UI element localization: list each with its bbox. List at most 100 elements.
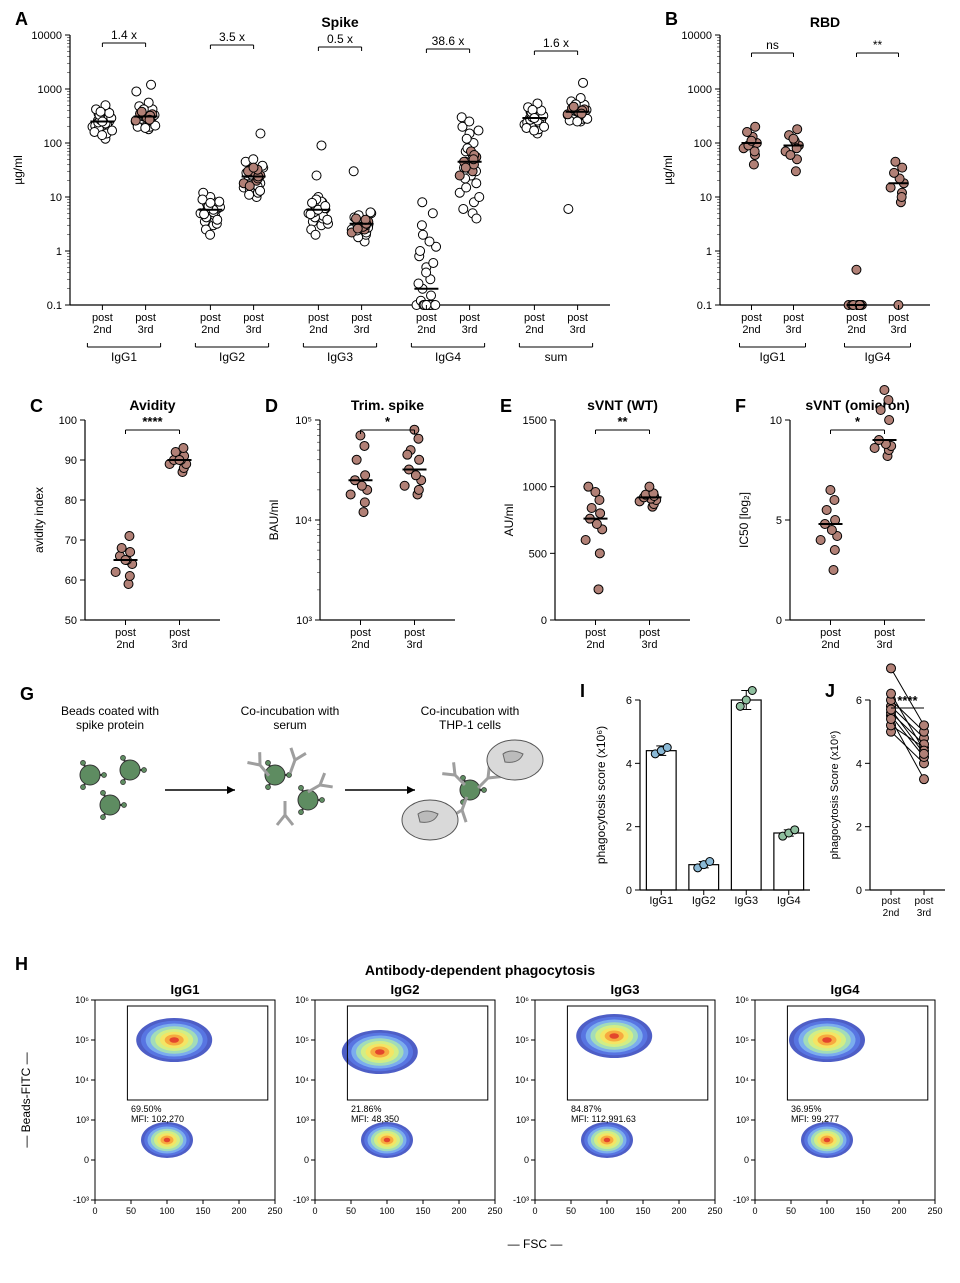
- svg-text:3rd: 3rd: [462, 324, 478, 336]
- svg-text:2nd: 2nd: [525, 324, 543, 336]
- svg-text:****: ****: [142, 414, 163, 429]
- svg-text:4: 4: [626, 758, 632, 770]
- svg-text:post: post: [459, 312, 480, 324]
- figure-svg: ASpike0.1110100100010000µg/ml1.4 xpost2n…: [0, 0, 960, 1280]
- svg-text:-10³: -10³: [293, 1195, 309, 1205]
- svg-text:500: 500: [529, 548, 547, 560]
- svg-text:1500: 1500: [523, 415, 547, 427]
- panel-F: FsVNT (omicron)0510IC50 [log₂]*post2ndpo…: [735, 386, 925, 652]
- svg-text:ns: ns: [766, 38, 779, 52]
- svg-text:Co-incubation with: Co-incubation with: [241, 704, 340, 718]
- svg-text:150: 150: [195, 1206, 210, 1216]
- svg-text:84.87%: 84.87%: [571, 1104, 602, 1114]
- svg-text:10: 10: [700, 192, 712, 204]
- svg-text:100: 100: [819, 1206, 834, 1216]
- svg-text:0.1: 0.1: [47, 300, 62, 312]
- svg-text:MFI: 48,350: MFI: 48,350: [351, 1114, 399, 1124]
- svg-text:150: 150: [635, 1206, 650, 1216]
- svg-text:1000: 1000: [688, 84, 712, 96]
- svg-text:post: post: [135, 312, 156, 324]
- svg-text:1.4 x: 1.4 x: [111, 28, 137, 42]
- svg-text:Antibody-dependent phagocytosi: Antibody-dependent phagocytosis: [365, 962, 595, 978]
- svg-text:10⁶: 10⁶: [75, 995, 89, 1005]
- svg-text:post: post: [585, 627, 606, 639]
- svg-text:10000: 10000: [681, 30, 712, 42]
- svg-text:3rd: 3rd: [642, 639, 658, 651]
- svg-text:IgG2: IgG2: [391, 982, 420, 997]
- svg-text:post: post: [169, 627, 190, 639]
- svg-text:B: B: [665, 9, 678, 29]
- svg-text:10⁵: 10⁵: [295, 415, 312, 427]
- svg-text:10³: 10³: [296, 1115, 309, 1125]
- svg-text:µg/ml: µg/ml: [661, 155, 675, 185]
- svg-text:10: 10: [770, 415, 782, 427]
- svg-text:post: post: [874, 627, 895, 639]
- svg-text:50: 50: [65, 615, 77, 627]
- svg-text:0: 0: [626, 885, 632, 897]
- svg-text:10³: 10³: [296, 615, 312, 627]
- svg-text:G: G: [20, 684, 34, 704]
- svg-text:IgG1: IgG1: [759, 350, 785, 364]
- svg-text:36.95%: 36.95%: [791, 1104, 822, 1114]
- svg-text:AU/ml: AU/ml: [502, 504, 516, 537]
- svg-text:2nd: 2nd: [351, 639, 369, 651]
- svg-text:2nd: 2nd: [883, 908, 900, 919]
- svg-text:100: 100: [59, 415, 77, 427]
- svg-text:post: post: [351, 312, 372, 324]
- svg-text:2: 2: [856, 822, 862, 834]
- svg-text:2nd: 2nd: [93, 324, 111, 336]
- svg-text:2nd: 2nd: [417, 324, 435, 336]
- svg-text:IgG2: IgG2: [219, 350, 245, 364]
- svg-text:avidity index: avidity index: [32, 487, 46, 553]
- svg-text:Co-incubation with: Co-incubation with: [421, 704, 520, 718]
- svg-text:2nd: 2nd: [821, 639, 839, 651]
- svg-text:0.5 x: 0.5 x: [327, 32, 353, 46]
- svg-text:IgG3: IgG3: [734, 895, 758, 907]
- svg-text:post: post: [567, 312, 588, 324]
- svg-text:3rd: 3rd: [891, 324, 907, 336]
- svg-text:post: post: [115, 627, 136, 639]
- svg-text:200: 200: [891, 1206, 906, 1216]
- svg-text:50: 50: [566, 1206, 576, 1216]
- svg-text:post: post: [888, 312, 909, 324]
- svg-text:-10³: -10³: [733, 1195, 749, 1205]
- svg-text:-10³: -10³: [513, 1195, 529, 1205]
- svg-text:BAU/ml: BAU/ml: [267, 500, 281, 541]
- svg-text:I: I: [580, 681, 585, 701]
- svg-text:— Beads-FITC —: — Beads-FITC —: [19, 1052, 33, 1147]
- svg-text:1.6 x: 1.6 x: [543, 36, 569, 50]
- svg-text:phagocytosis Score (x10⁶): phagocytosis Score (x10⁶): [829, 731, 841, 860]
- svg-text:IgG2: IgG2: [692, 895, 716, 907]
- svg-text:5: 5: [776, 515, 782, 527]
- svg-text:50: 50: [126, 1206, 136, 1216]
- panel-H: HAntibody-dependent phagocytosis— Beads-…: [15, 954, 943, 1251]
- svg-text:200: 200: [671, 1206, 686, 1216]
- panel-D: DTrim. spike10³10⁴10⁵BAU/ml*post2ndpost3…: [265, 396, 455, 651]
- svg-text:250: 250: [267, 1206, 282, 1216]
- svg-text:sum: sum: [545, 350, 568, 364]
- svg-text:sVNT (omicron): sVNT (omicron): [805, 397, 909, 413]
- svg-text:3rd: 3rd: [917, 908, 931, 919]
- panel-G: GBeads coated withspike proteinCo-incuba…: [20, 684, 543, 840]
- svg-text:10⁴: 10⁴: [295, 515, 312, 527]
- svg-text:post: post: [200, 312, 221, 324]
- svg-text:10⁴: 10⁴: [75, 1075, 89, 1085]
- svg-text:3rd: 3rd: [138, 324, 154, 336]
- svg-text:2: 2: [626, 822, 632, 834]
- svg-text:— FSC —: — FSC —: [508, 1237, 563, 1251]
- svg-text:0: 0: [752, 1206, 757, 1216]
- svg-text:10⁴: 10⁴: [515, 1075, 529, 1085]
- svg-text:2nd: 2nd: [847, 324, 865, 336]
- svg-text:IgG4: IgG4: [435, 350, 461, 364]
- svg-text:*: *: [855, 414, 861, 429]
- svg-text:post: post: [308, 312, 329, 324]
- svg-text:post: post: [524, 312, 545, 324]
- svg-text:0: 0: [84, 1155, 89, 1165]
- svg-text:**: **: [873, 38, 883, 52]
- panel-E: EsVNT (WT)050010001500AU/ml**post2ndpost…: [500, 396, 690, 651]
- svg-text:70: 70: [65, 535, 77, 547]
- svg-text:post: post: [404, 627, 425, 639]
- svg-text:RBD: RBD: [810, 14, 840, 30]
- svg-text:3rd: 3rd: [877, 639, 893, 651]
- svg-text:2nd: 2nd: [309, 324, 327, 336]
